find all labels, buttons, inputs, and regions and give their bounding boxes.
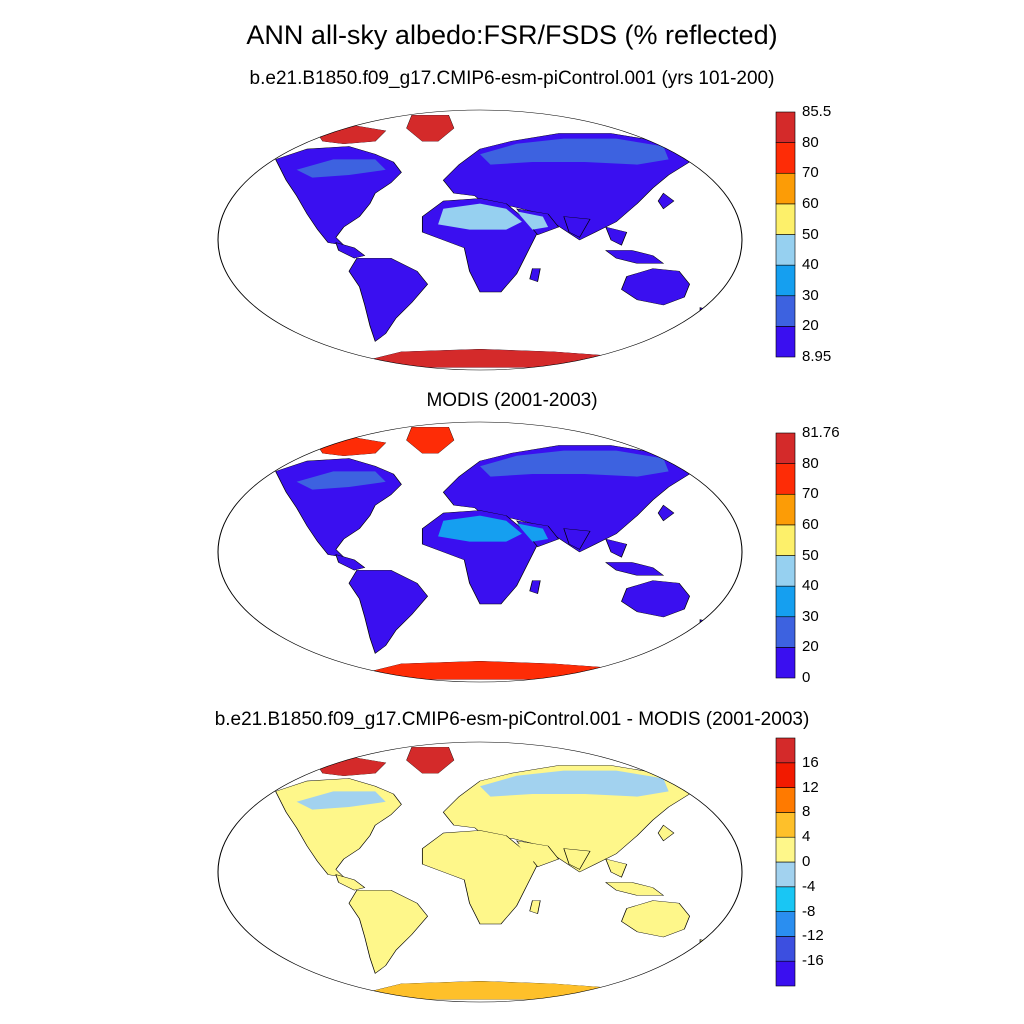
colorbar-label: -16 [802, 952, 824, 970]
colorbar-label: 0 [802, 853, 811, 870]
colorbar-label: 30 [802, 607, 819, 625]
map-panel-3 [217, 741, 743, 1003]
colorbar-swatch [775, 812, 796, 838]
colorbar-label: 80 [802, 133, 819, 151]
colorbar-swatch [775, 142, 796, 174]
colorbar-swatch [775, 555, 796, 587]
colorbar-swatches [775, 432, 796, 679]
colorbar-label: 81.76 [802, 424, 840, 441]
colorbar-swatch [775, 203, 796, 235]
colorbar-label: 0 [802, 669, 811, 686]
colorbar-label: -4 [802, 877, 816, 895]
colorbar-swatch [775, 836, 796, 863]
colorbar-label: 60 [802, 515, 819, 533]
panel-2-title: MODIS (2001-2003) [426, 390, 598, 411]
colorbar-swatch [775, 886, 796, 912]
figure-title: ANN all-sky albedo:FSR/FSDS (% reflected… [246, 20, 778, 50]
colorbar-swatch [775, 524, 796, 556]
colorbar-label: 50 [802, 225, 819, 243]
colorbar-swatch [775, 463, 796, 495]
colorbar-label: 8.95 [802, 348, 832, 365]
colorbar-swatch [775, 936, 796, 962]
colorbar-swatch [775, 861, 796, 888]
colorbar-swatch [775, 234, 796, 266]
colorbar-label: 16 [802, 753, 819, 771]
colorbar-label: 60 [802, 194, 819, 212]
colorbar-label: 85.5 [802, 103, 832, 120]
map-panel-2 [217, 421, 743, 683]
colorbar-swatch [775, 737, 796, 764]
colorbar-swatch [775, 647, 796, 679]
colorbar-label: -12 [802, 927, 824, 945]
panel-1-title: b.e21.B1850.f09_g17.CMIP6-esm-piControl.… [249, 68, 775, 89]
colorbar-label: 80 [802, 454, 819, 472]
map-panel-1 [217, 109, 743, 371]
colorbar-label: 40 [802, 577, 819, 595]
colorbar-swatches [775, 737, 796, 987]
colorbar-swatch [775, 111, 796, 143]
colorbar-label: 12 [802, 778, 819, 796]
colorbar-label: 70 [802, 485, 819, 503]
colorbar-swatch [775, 326, 796, 358]
colorbar-label: 50 [802, 546, 819, 564]
colorbar-swatches [775, 111, 796, 358]
colorbar-label: 40 [802, 256, 819, 274]
colorbar-label: 30 [802, 286, 819, 304]
colorbar-label: 20 [802, 317, 819, 335]
colorbar-swatch [775, 493, 796, 526]
colorbar-swatch [775, 585, 796, 618]
colorbar-swatch [775, 911, 796, 937]
colorbar-swatch [775, 762, 796, 788]
colorbar-swatch [775, 172, 796, 205]
panel-3-title: b.e21.B1850.f09_g17.CMIP6-esm-piControl.… [214, 709, 810, 730]
colorbar-swatch [775, 960, 796, 987]
colorbar-label: 20 [802, 638, 819, 656]
colorbar-swatch [775, 616, 796, 648]
colorbar-swatch [775, 787, 796, 813]
colorbar-label: 8 [802, 803, 811, 821]
colorbar-swatch [775, 432, 796, 464]
colorbar-label: -8 [802, 902, 816, 920]
colorbar-swatch [775, 295, 796, 327]
colorbar-label: 4 [802, 828, 811, 846]
colorbar-swatch [775, 264, 796, 297]
colorbar-label: 70 [802, 164, 819, 182]
